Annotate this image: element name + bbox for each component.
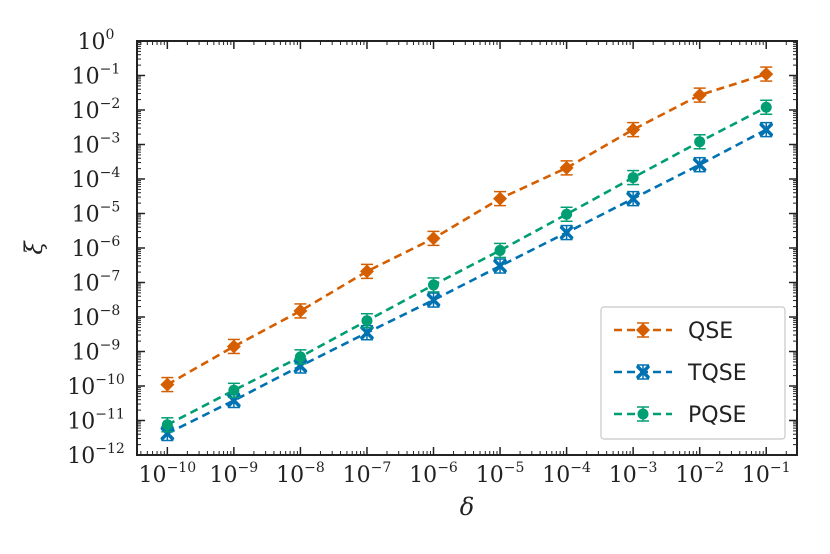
- data-point: [493, 259, 507, 273]
- x-tick-label: 10−9: [210, 460, 259, 488]
- legend-entry-pqse: PQSE: [614, 403, 746, 428]
- data-point: [694, 136, 706, 148]
- data-point: [426, 293, 441, 307]
- legend-label: TQSE: [687, 361, 747, 386]
- x-tick-label: 10−4: [542, 460, 591, 488]
- y-tick-labels: 100 10−1 10−2 10−3 10−4 10−5 10−6 10−7 10−8 10−9 1…: [67, 27, 125, 469]
- x-marker-stroke: [636, 365, 650, 379]
- data-point: [494, 244, 506, 256]
- data-point: [759, 67, 774, 82]
- data-point: [293, 303, 308, 318]
- y-tick-label: 10−12: [67, 441, 125, 469]
- x-tick-labels: 10−10 10−9 10−8 10−7 10−6 10−5 10−4 10−3 10−2 10−…: [139, 460, 791, 488]
- y-tick-label: 10−11: [67, 407, 125, 435]
- legend-marker: [636, 365, 650, 379]
- data-point: [428, 279, 440, 291]
- x-marker-stroke: [360, 325, 374, 340]
- legend-entry-tqse: TQSE: [614, 361, 747, 386]
- data-point: [627, 172, 639, 184]
- data-point: [493, 191, 508, 206]
- data-point: [692, 157, 707, 172]
- legend-marker: [637, 408, 649, 420]
- y-tick-label: 10−4: [72, 165, 121, 193]
- x-tick-label: 10−6: [409, 460, 458, 488]
- y-tick-label: 100: [78, 27, 115, 55]
- series-qse: [160, 66, 774, 393]
- series-line: [166, 72, 767, 386]
- series-line: [166, 128, 767, 435]
- x-marker-stroke: [493, 259, 507, 273]
- legend-marker: [636, 323, 650, 337]
- x-tick-label: 10−7: [343, 460, 392, 488]
- data-point: [692, 88, 707, 103]
- legend-label: PQSE: [688, 403, 746, 428]
- data-point: [160, 377, 175, 392]
- plot-frame: [136, 40, 798, 456]
- data-point: [559, 225, 574, 240]
- data-point: [759, 122, 773, 137]
- x-marker-stroke: [426, 293, 441, 307]
- y-tick-label: 10−1: [72, 62, 121, 90]
- data-point: [426, 231, 441, 246]
- data-point: [294, 351, 306, 363]
- x-marker-stroke: [160, 426, 175, 441]
- legend-label: QSE: [688, 319, 733, 344]
- y-tick-label: 10−7: [72, 269, 121, 297]
- series-pqse: [161, 99, 773, 433]
- y-axis-label: ξ: [20, 240, 48, 255]
- x-marker-stroke: [759, 122, 773, 137]
- data-point: [226, 339, 241, 354]
- series-line: [166, 106, 767, 426]
- x-tick-label: 10−3: [609, 460, 658, 488]
- legend-box: [600, 306, 786, 440]
- data-point: [626, 191, 640, 206]
- data-point: [228, 384, 240, 396]
- data-point: [160, 426, 175, 441]
- x-marker-stroke: [293, 359, 308, 373]
- x-tick-label: 10−10: [139, 460, 197, 488]
- data-point: [361, 315, 373, 327]
- legend-entry-qse: QSE: [614, 319, 733, 344]
- data-point: [161, 419, 173, 431]
- x-tick-label: 10−1: [742, 460, 791, 488]
- data-point: [360, 325, 374, 340]
- x-axis-label: δ: [460, 493, 474, 521]
- x-marker-stroke: [692, 157, 707, 172]
- x-marker-stroke: [559, 225, 574, 240]
- data-point: [626, 122, 641, 137]
- data-point: [559, 160, 574, 175]
- series-layer: [160, 66, 774, 442]
- data-point: [561, 208, 573, 220]
- data-point: [359, 264, 374, 279]
- y-tick-label: 10−2: [72, 96, 121, 124]
- x-tick-label: 10−8: [276, 460, 325, 488]
- y-tick-label: 10−6: [72, 234, 121, 262]
- y-tick-label: 10−5: [72, 200, 121, 228]
- data-point: [293, 359, 308, 373]
- y-tick-label: 10−3: [72, 131, 121, 159]
- y-tick-label: 10−10: [67, 372, 125, 400]
- x-marker-stroke: [626, 191, 640, 206]
- legend: QSE TQSE PQSE: [600, 306, 786, 440]
- y-tick-label: 10−8: [72, 303, 121, 331]
- x-tick-label: 10−2: [675, 460, 724, 488]
- x-tick-label: 10−5: [476, 460, 525, 488]
- y-tick-label: 10−9: [72, 338, 121, 366]
- data-point: [760, 101, 772, 113]
